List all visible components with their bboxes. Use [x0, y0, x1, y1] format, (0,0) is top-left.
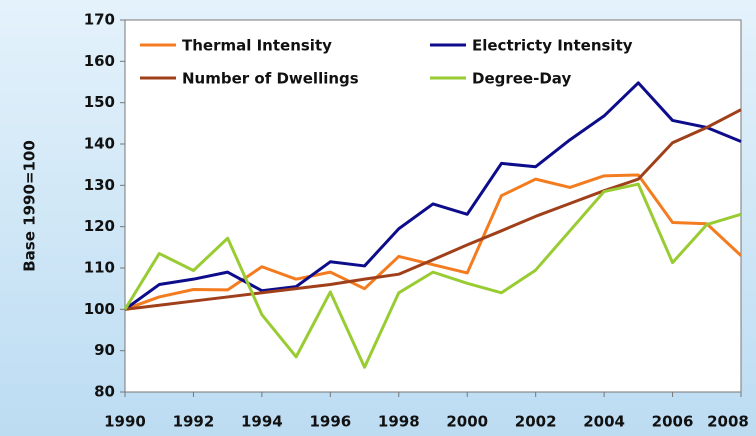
y-tick-label: 130: [84, 176, 115, 194]
x-tick-label: 2000: [446, 413, 488, 431]
x-tick-label: 2006: [652, 413, 694, 431]
y-tick-label: 170: [84, 11, 115, 29]
x-tick-label: 2008: [707, 413, 749, 431]
x-tick-label: 1990: [104, 413, 146, 431]
y-tick-label: 90: [94, 341, 115, 359]
x-tick-label: 1998: [378, 413, 420, 431]
series-line: [124, 81, 742, 311]
y-tick-label: 110: [84, 259, 115, 277]
legend-label: Degree-Day: [472, 70, 571, 88]
y-tick-label: 100: [84, 300, 115, 318]
legend-label: Number of Dwellings: [182, 70, 359, 88]
legend-label: Electricty Intensity: [472, 37, 633, 55]
y-tick-label: 120: [84, 217, 115, 235]
series-line: [124, 108, 742, 311]
legend-label: Thermal Intensity: [182, 37, 332, 55]
series-line: [123, 182, 742, 369]
y-tick-label: 150: [84, 93, 115, 111]
y-tick-label: 160: [84, 52, 115, 70]
y-tick-label: 140: [84, 135, 115, 153]
y-axis-label: Base 1990=100: [21, 140, 39, 272]
x-tick-label: 2002: [515, 413, 557, 431]
x-tick-label: 1996: [309, 413, 351, 431]
series-line: [124, 173, 743, 311]
x-tick-label: 1992: [173, 413, 215, 431]
x-tick-label: 1994: [241, 413, 283, 431]
x-tick-label: 2004: [583, 413, 625, 431]
y-tick-label: 80: [94, 383, 115, 401]
